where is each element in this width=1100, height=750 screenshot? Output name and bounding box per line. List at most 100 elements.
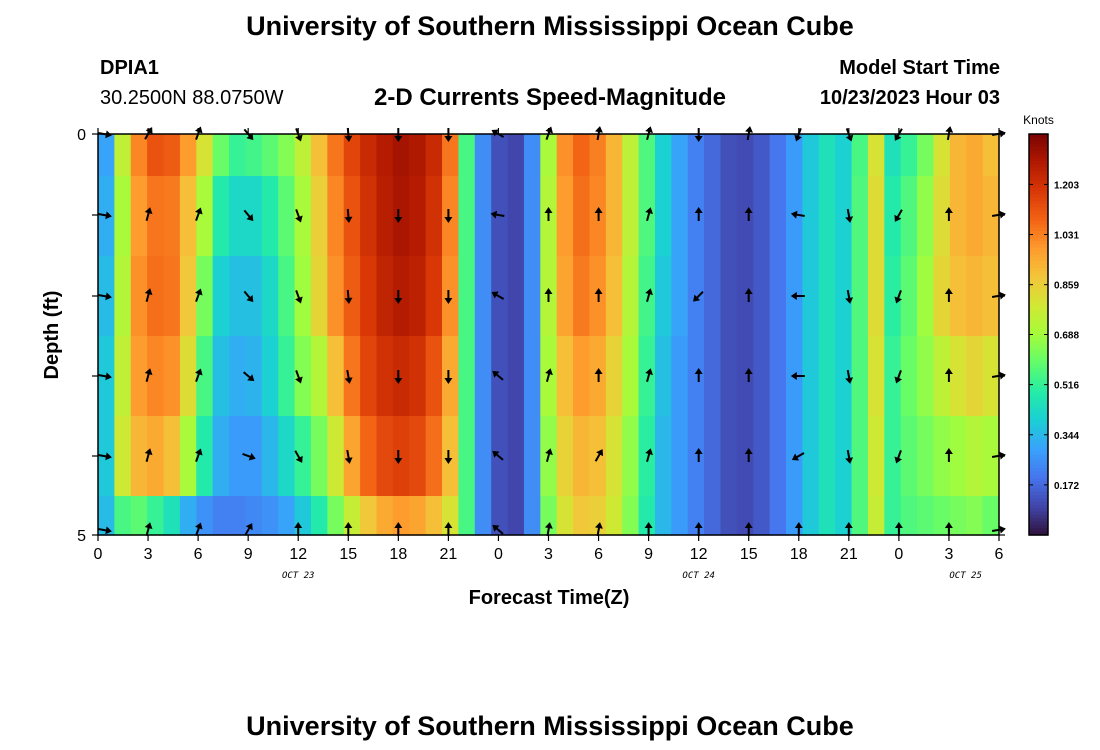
heat-cell xyxy=(245,336,263,417)
heat-cell xyxy=(720,496,738,536)
colorbar-tick-label: 0.859 xyxy=(1054,281,1079,292)
heat-cell xyxy=(753,134,771,177)
current-vector-arrow xyxy=(991,371,1006,380)
heat-cell xyxy=(425,336,443,417)
current-vector-arrow xyxy=(644,522,653,536)
heat-cell xyxy=(966,336,984,417)
heat-cell xyxy=(409,134,427,177)
current-vector-arrow xyxy=(97,292,112,301)
current-vector-arrow xyxy=(444,450,453,464)
date-label: OCT 25 xyxy=(949,571,982,581)
colorbar-segment xyxy=(1029,391,1048,396)
heat-cell xyxy=(442,416,459,497)
heat-cell xyxy=(261,176,279,257)
y-tick-label: 0 xyxy=(77,127,86,144)
colorbar-segment xyxy=(1029,431,1048,436)
colorbar-segment xyxy=(1029,484,1048,489)
colorbar-segment xyxy=(1029,321,1048,326)
heat-cell xyxy=(704,256,722,337)
heat-cell xyxy=(229,496,247,536)
heat-cell xyxy=(605,336,623,417)
colorbar-segment xyxy=(1029,230,1048,235)
heat-cell xyxy=(196,336,214,417)
current-vector-arrow xyxy=(645,126,653,141)
heat-cell xyxy=(704,496,722,536)
x-tick-label: 3 xyxy=(144,546,153,563)
heat-cell xyxy=(343,416,361,497)
heat-cell xyxy=(163,416,181,497)
heat-cell xyxy=(278,256,296,337)
colorbar-segment xyxy=(1029,518,1048,523)
colorbar-segment xyxy=(1029,197,1048,202)
heat-cell xyxy=(654,336,672,417)
heat-cell xyxy=(884,176,902,257)
current-vector-arrow xyxy=(444,128,453,142)
heat-cell xyxy=(573,134,591,177)
heat-cell xyxy=(163,336,181,417)
heat-cell xyxy=(196,416,214,497)
current-vector-arrow xyxy=(745,126,753,141)
current-vector-arrow xyxy=(991,451,1006,460)
heat-cell xyxy=(949,336,967,417)
current-vector-arrow xyxy=(645,448,653,463)
colorbar-segment xyxy=(1029,291,1048,295)
heat-cell xyxy=(982,134,1000,177)
current-vector-arrow xyxy=(195,126,203,140)
current-vector-arrow xyxy=(394,450,403,464)
heat-cell xyxy=(442,496,459,536)
current-vector-arrow xyxy=(97,211,112,220)
heat-cell xyxy=(491,134,509,177)
current-vector-arrow xyxy=(944,368,953,382)
colorbar-segment xyxy=(1029,374,1048,379)
heat-cell xyxy=(392,176,410,257)
colorbar-segment xyxy=(1029,408,1048,412)
heat-cell xyxy=(245,256,263,337)
colorbar-segment xyxy=(1029,428,1048,433)
date-label: OCT 24 xyxy=(682,571,715,581)
current-vector-arrow xyxy=(744,368,753,382)
colorbar-segment xyxy=(1029,174,1048,179)
colorbar-segment xyxy=(1029,401,1048,406)
colorbar-segment xyxy=(1029,377,1048,382)
heat-cell xyxy=(425,176,443,257)
current-vector-arrow xyxy=(845,289,854,304)
heat-cell xyxy=(802,336,820,417)
current-vector-arrow xyxy=(195,288,203,302)
heat-cell xyxy=(442,256,459,337)
heat-cell xyxy=(818,256,836,337)
colorbar-segment xyxy=(1029,397,1048,402)
current-vector-arrow xyxy=(594,207,603,221)
heat-cell xyxy=(294,256,312,337)
current-vector-arrow xyxy=(491,291,505,300)
current-vector-arrow xyxy=(544,522,553,537)
heat-cell xyxy=(589,496,607,536)
heat-cell xyxy=(917,496,935,536)
footer-title: University of Southern Mississippi Ocean… xyxy=(246,711,854,741)
heat-cell xyxy=(622,176,640,257)
heat-cell xyxy=(753,496,771,536)
heat-cell xyxy=(802,416,820,497)
heat-cell xyxy=(212,176,230,257)
heat-cell xyxy=(360,134,378,177)
heat-cell xyxy=(245,416,263,497)
heat-cell xyxy=(573,256,591,337)
heat-cell xyxy=(900,134,918,177)
heat-cell xyxy=(917,134,935,177)
heat-cell xyxy=(310,496,328,536)
heat-cell xyxy=(360,176,378,257)
heat-cell xyxy=(605,256,623,337)
colorbar-segment xyxy=(1029,491,1048,496)
heat-cell xyxy=(605,496,623,536)
heat-cell xyxy=(884,336,902,417)
model-start-value: 10/23/2023 Hour 03 xyxy=(819,87,1000,109)
colorbar-segment xyxy=(1029,294,1048,299)
heat-cell xyxy=(376,496,394,536)
heat-cell xyxy=(818,496,836,536)
heat-cell xyxy=(753,256,771,337)
x-tick-label: 18 xyxy=(389,546,407,563)
colorbar-segment xyxy=(1029,327,1048,332)
heat-cell xyxy=(802,176,820,257)
current-vector-arrow xyxy=(944,522,953,536)
heat-cell xyxy=(917,416,935,497)
colorbar-segment xyxy=(1029,481,1048,486)
